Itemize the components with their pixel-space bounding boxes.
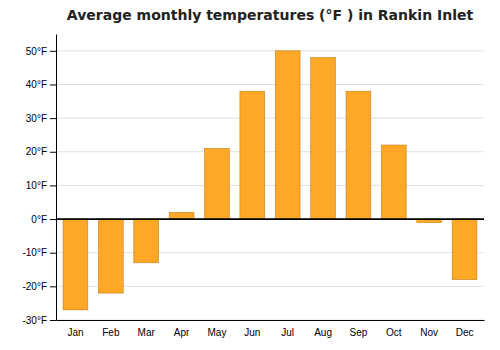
y-tick-label: 40°F <box>26 79 47 90</box>
y-tick-label: 0°F <box>31 214 47 225</box>
x-tick-label: Apr <box>174 327 190 338</box>
grid-line <box>56 50 484 51</box>
grid-line <box>56 84 484 85</box>
x-tick: Sep <box>350 327 368 338</box>
y-tick: -30°F <box>22 315 56 326</box>
chart: -30°F -20°F -10°F 0°F 10°F 20°F 30°F 40°F 50°F Ja… <box>0 0 500 350</box>
bar <box>381 145 406 219</box>
grid-line <box>56 118 484 119</box>
y-tick-mark <box>50 185 56 186</box>
plot: -30°F -20°F -10°F 0°F 10°F 20°F 30°F 40°F 50°F Ja… <box>22 35 484 339</box>
x-axis-line <box>57 320 485 321</box>
bars <box>63 51 477 310</box>
y-tick-label: -10°F <box>22 247 47 258</box>
y-tick-label: 20°F <box>26 146 47 157</box>
y-tick-mark <box>50 320 56 321</box>
y-tick-mark <box>50 84 56 85</box>
bar <box>346 91 371 219</box>
x-tick: Jul <box>281 327 294 338</box>
x-tick: Jun <box>244 327 260 338</box>
bar <box>311 58 336 220</box>
x-tick: Aug <box>314 327 332 338</box>
grid-line <box>56 151 484 152</box>
bar <box>134 219 159 263</box>
bar <box>98 219 123 293</box>
grid-line <box>56 185 484 186</box>
x-tick-label: Jan <box>67 327 83 338</box>
x-tick-label: Aug <box>314 327 332 338</box>
y-tick-label: 50°F <box>26 46 47 57</box>
y-tick-mark <box>50 286 56 287</box>
x-tick-label: Oct <box>386 327 402 338</box>
x-tick-label: Feb <box>102 327 120 338</box>
x-tick: Apr <box>174 327 190 338</box>
title: Average monthly temperatures (°F ) in Ra… <box>67 7 474 23</box>
x-tick: Feb <box>102 327 120 338</box>
x-tick-label: Jul <box>281 327 294 338</box>
x-tick: Jan <box>67 327 83 338</box>
y-tick: 0°F <box>31 214 56 225</box>
y-axis-line <box>56 35 57 321</box>
y-axis: -30°F -20°F -10°F 0°F 10°F 20°F 30°F 40°F 50°F <box>22 35 56 326</box>
grid-line <box>56 320 484 321</box>
bar <box>452 219 477 280</box>
y-tick-mark <box>50 253 56 254</box>
x-tick-label: Nov <box>420 327 438 338</box>
y-tick: 50°F <box>26 46 56 57</box>
y-tick-label: -30°F <box>22 315 47 326</box>
y-tick-mark <box>50 152 56 153</box>
x-tick-label: Jun <box>244 327 260 338</box>
y-tick: 40°F <box>26 79 56 90</box>
y-tick: 10°F <box>26 180 56 191</box>
y-tick: 30°F <box>26 113 56 124</box>
y-tick: 20°F <box>26 146 56 157</box>
y-tick-label: 30°F <box>26 113 47 124</box>
x-tick: Mar <box>138 327 156 338</box>
x-tick-label: Mar <box>138 327 156 338</box>
bar <box>169 212 194 219</box>
y-tick-mark <box>50 118 56 119</box>
x-tick: Oct <box>386 327 402 338</box>
x-tick: Nov <box>420 327 438 338</box>
x-axis: Jan Feb Mar Apr May Jun Jul Aug Sep Oct Nov Dec <box>57 321 485 339</box>
bar <box>275 51 300 219</box>
x-tick: Dec <box>456 327 474 338</box>
grid <box>56 51 484 320</box>
grid-line <box>56 219 484 220</box>
y-tick: -20°F <box>22 281 56 292</box>
y-tick-mark <box>50 219 56 220</box>
bar <box>240 91 265 219</box>
y-tick-label: 10°F <box>26 180 47 191</box>
y-tick-mark <box>50 51 56 52</box>
x-tick: May <box>207 327 226 338</box>
y-tick: -10°F <box>22 247 56 258</box>
bar <box>63 219 88 310</box>
y-tick-label: -20°F <box>22 281 47 292</box>
x-tick-label: Sep <box>350 327 368 338</box>
bar <box>205 148 230 219</box>
zero-line <box>56 218 484 220</box>
x-tick-label: May <box>207 327 226 338</box>
x-tick-label: Dec <box>456 327 474 338</box>
